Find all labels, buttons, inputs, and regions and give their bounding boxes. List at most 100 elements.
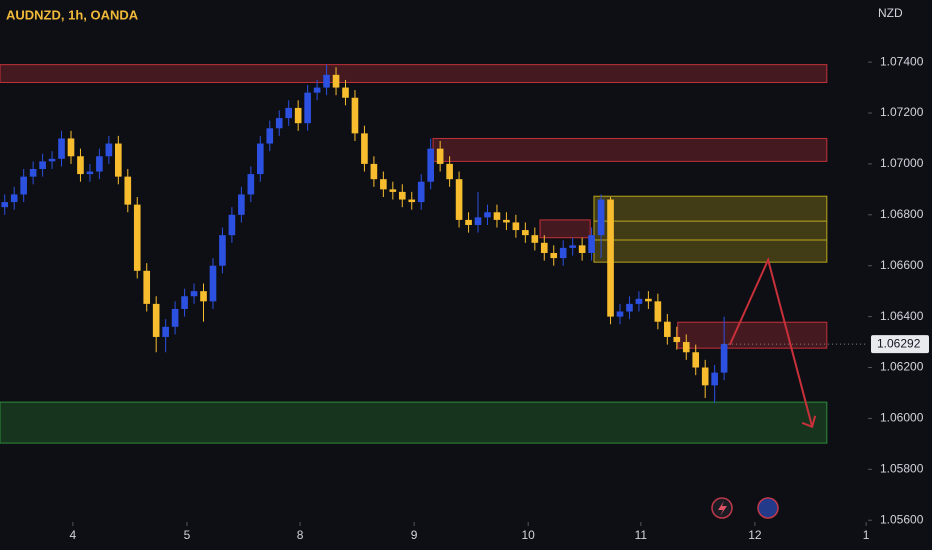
- candle-body: [417, 181, 425, 203]
- chart-title: AUDNZD, 1h, OANDA: [6, 7, 139, 22]
- y-tick-label: 1.06200: [880, 360, 924, 374]
- candle-body: [398, 191, 406, 200]
- y-tick-label: 1.07400: [880, 54, 924, 68]
- candle-body: [162, 326, 169, 337]
- candle-body: [209, 265, 217, 302]
- candle-body: [256, 143, 264, 175]
- candle-body: [105, 143, 113, 157]
- candle-body: [682, 342, 690, 353]
- candle-body: [275, 118, 283, 129]
- arrow-head: [801, 415, 817, 429]
- candle-body: [569, 245, 576, 248]
- arrow: [728, 256, 814, 428]
- candle-body: [294, 107, 302, 124]
- candle-body: [228, 214, 236, 236]
- candle-body: [48, 158, 56, 162]
- candle-body: [181, 296, 188, 309]
- candle-body: [124, 176, 132, 205]
- last-price-box: [871, 335, 929, 354]
- candle-body: [664, 321, 671, 337]
- candle-body: [133, 204, 141, 271]
- y-tick-label: 1.05800: [880, 461, 924, 475]
- candle-body: [692, 352, 700, 368]
- candle-body: [654, 301, 662, 322]
- candle-body: [77, 156, 84, 175]
- candle-body: [115, 143, 122, 177]
- candle-body: [465, 219, 472, 225]
- candle-body: [200, 291, 207, 302]
- x-tick-label: 9: [411, 528, 418, 542]
- y-tick-label: 1.07200: [880, 105, 924, 119]
- candle-body: [39, 161, 46, 169]
- candle-body: [550, 252, 558, 259]
- candle-body: [86, 171, 94, 175]
- zone: [539, 219, 591, 239]
- x-tick-label: 11: [635, 528, 648, 542]
- candle-body: [67, 138, 75, 157]
- y-tick-label: 1.06800: [880, 207, 924, 221]
- candle-body: [361, 133, 368, 164]
- candle-body: [673, 336, 681, 343]
- candle-body: [20, 176, 27, 195]
- candle-body: [446, 163, 453, 180]
- candle-body: [96, 156, 103, 172]
- candle-body: [266, 128, 274, 144]
- zone: [0, 64, 828, 83]
- candle-body: [351, 97, 359, 134]
- candle-body: [238, 194, 245, 215]
- candle-body: [626, 303, 633, 312]
- candle-body: [304, 92, 311, 124]
- candle-body: [58, 138, 65, 159]
- candle-body: [342, 87, 349, 98]
- candle-body: [29, 168, 37, 177]
- x-tick-label: 1: [863, 528, 870, 542]
- candle-body: [143, 270, 151, 304]
- candle-body: [474, 217, 482, 225]
- candle-body: [540, 242, 548, 253]
- candle-body: [588, 235, 595, 253]
- icons: [711, 497, 779, 519]
- candle-body: [522, 230, 529, 236]
- zone: [593, 195, 828, 263]
- y-tick-label: 1.06600: [880, 258, 924, 272]
- candle-body: [635, 298, 643, 304]
- y-tick-label: 1.05600: [880, 512, 924, 526]
- y-tick-label: 1.07000: [880, 156, 924, 170]
- x-tick-label: 12: [748, 528, 762, 542]
- candle-body: [389, 189, 397, 192]
- candle-body: [332, 74, 340, 88]
- y-tick-label: 1.06400: [880, 309, 924, 323]
- candle-body: [645, 298, 652, 302]
- candle-body: [219, 235, 226, 266]
- candle-body: [370, 163, 378, 180]
- candle-body: [152, 303, 160, 337]
- candle-body: [1, 202, 9, 208]
- candle-body: [597, 199, 605, 236]
- candle-body: [578, 245, 586, 253]
- candle-body: [484, 212, 491, 218]
- last-price-label: 1.06292: [877, 336, 921, 350]
- candle-body: [711, 372, 718, 386]
- candle-body: [455, 179, 463, 220]
- x-tick-label: 5: [184, 528, 191, 542]
- flag-icon[interactable]: [757, 497, 779, 519]
- zone: [0, 401, 828, 444]
- candle-body: [313, 87, 321, 93]
- candle-body: [720, 344, 728, 373]
- x-tick-label: 8: [297, 528, 304, 542]
- candle-body: [616, 311, 624, 317]
- candle-body: [607, 199, 614, 317]
- candle-body: [285, 107, 293, 119]
- candle-body: [503, 219, 510, 223]
- x-tick-label: 10: [522, 528, 536, 542]
- candle-body: [10, 194, 18, 203]
- candle-body: [531, 235, 539, 243]
- candle-body: [380, 179, 387, 190]
- candle-body: [493, 212, 501, 220]
- candle-body: [559, 247, 567, 259]
- candle-body: [190, 291, 198, 297]
- y-tick-label: 1.06000: [880, 411, 924, 425]
- flash-glyph: [718, 501, 727, 516]
- candle-body: [512, 222, 520, 231]
